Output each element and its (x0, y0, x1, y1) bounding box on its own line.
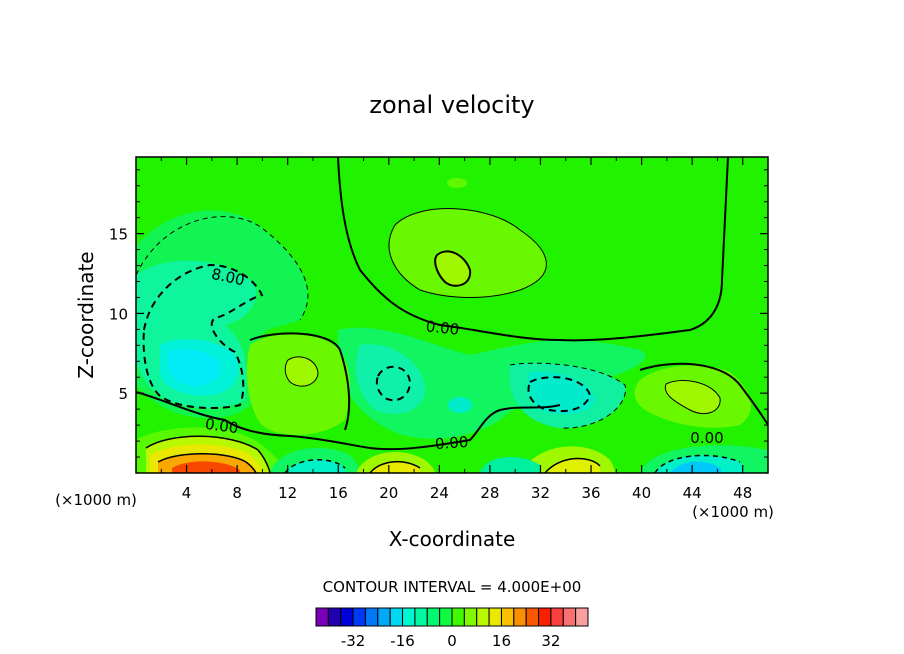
colorbar-swatch (389, 607, 404, 627)
colorbar-swatch (451, 607, 465, 627)
x-axis-ticks: 4 8 12 16 20 24 28 32 36 40 44 48 (160, 157, 752, 502)
x-tick-label: 28 (480, 484, 499, 502)
contour-label: 0.00 (204, 415, 240, 437)
x-tick-label: 36 (581, 484, 600, 502)
y-tick-label: 10 (109, 305, 128, 323)
colorbar-swatch (402, 607, 416, 627)
x-tick-label: 16 (329, 484, 348, 502)
x-tick-label: 20 (379, 484, 398, 502)
colorbar-swatch (414, 607, 428, 627)
x-tick-label: 44 (683, 484, 702, 502)
x-unit-label-left: (×1000 m) (55, 491, 137, 509)
x-unit-label-right: (×1000 m) (692, 503, 774, 521)
colorbar-swatch (513, 607, 527, 627)
colorbar-swatch (562, 607, 577, 627)
colorbar-swatch (488, 607, 502, 627)
colorbar-tick-label: -16 (390, 632, 415, 650)
contour-field (136, 157, 768, 473)
y-tick-label: 5 (118, 385, 128, 403)
x-tick-label: 48 (733, 484, 752, 502)
plot-frame (135, 156, 769, 474)
y-axis-ticks: 5 10 15 (109, 169, 768, 458)
colorbar-tick-labels: -32 -16 0 16 32 (341, 632, 561, 650)
x-axis-label: X-coordinate (389, 527, 516, 551)
x-tick-label: 12 (278, 484, 297, 502)
colorbar-swatch (525, 607, 540, 627)
contour-label: 0.00 (690, 429, 723, 447)
colorbar-swatch (575, 607, 589, 627)
colorbar-swatch (550, 607, 564, 627)
x-tick-label: 40 (632, 484, 651, 502)
colorbar-tick-label: 0 (447, 632, 457, 650)
y-axis-label: Z-coordinate (74, 251, 98, 378)
colorbar-swatch (352, 607, 366, 627)
colorbar-swatch (476, 607, 490, 627)
contour-label: 0.00 (425, 317, 460, 338)
colorbar-swatch (364, 607, 379, 627)
colorbar-swatch (538, 607, 552, 627)
colorbar-swatch (426, 607, 441, 627)
colorbar-swatch (500, 607, 515, 627)
colorbar-tick-label: 32 (541, 632, 560, 650)
colorbar-tick-label: -32 (341, 632, 366, 650)
contour-interval-label: CONTOUR INTERVAL = 4.000E+00 (323, 578, 582, 596)
colorbar (315, 607, 589, 627)
contour-lines (136, 157, 768, 473)
contour-label: 0.00 (434, 433, 469, 453)
y-tick-label: 15 (109, 226, 128, 244)
colorbar-swatch (315, 607, 329, 627)
chart-title: zonal velocity (369, 91, 534, 119)
x-tick-label: 32 (531, 484, 550, 502)
colorbar-swatch (463, 607, 478, 627)
colorbar-swatch (327, 607, 342, 627)
colorbar-swatch (340, 607, 354, 627)
colorbar-swatch (377, 607, 391, 627)
x-tick-label: 4 (182, 484, 192, 502)
x-tick-label: 24 (430, 484, 449, 502)
x-tick-label: 8 (232, 484, 242, 502)
colorbar-swatch (439, 607, 453, 627)
colorbar-tick-label: 16 (492, 632, 511, 650)
